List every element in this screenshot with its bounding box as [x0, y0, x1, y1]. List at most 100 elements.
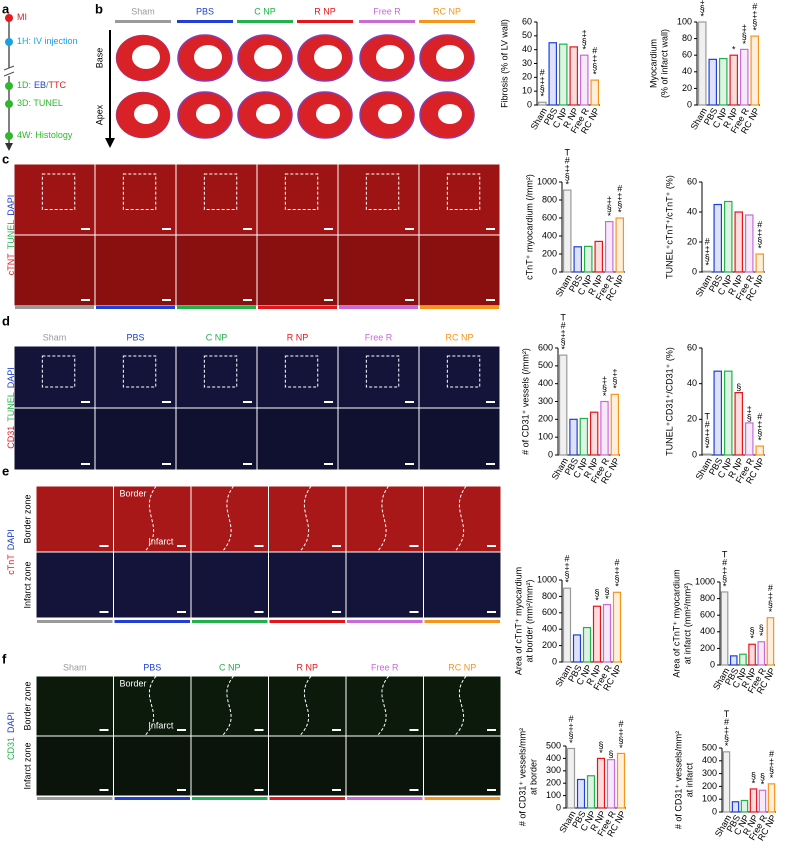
y-tick-label: 300	[702, 768, 717, 778]
zoom-box	[41, 355, 76, 388]
micrograph	[338, 346, 419, 408]
significance-mark: #	[722, 557, 727, 567]
bar	[739, 653, 747, 666]
group-label: Sham	[131, 6, 155, 16]
bar	[758, 789, 767, 813]
significance-mark: #	[705, 419, 710, 429]
micrograph	[176, 346, 257, 408]
group-bar	[424, 620, 500, 623]
micrograph	[14, 408, 95, 470]
y-tick-label: 0	[712, 806, 717, 816]
significance-mark: #	[592, 45, 597, 55]
significance-mark: ‡	[768, 591, 773, 601]
bar	[579, 417, 589, 456]
stain-label: CD31 DAPI	[6, 712, 16, 760]
significance-mark: #	[565, 155, 570, 165]
micrograph	[419, 164, 500, 235]
significance-mark: §	[564, 570, 569, 580]
significance-mark: ‡	[564, 562, 569, 572]
group-label: RC NP	[433, 6, 461, 16]
heart-lumen	[196, 104, 220, 124]
significance-mark: *	[752, 778, 756, 788]
zoom-box	[446, 355, 481, 388]
bar	[702, 453, 712, 456]
micrograph	[424, 736, 501, 796]
significance-mark: *	[593, 69, 597, 79]
significance-mark: §	[768, 599, 773, 609]
stain-label: cTNT TUNEL DAPI	[6, 195, 16, 276]
y-tick-label: 20	[687, 236, 697, 246]
stain-text: TUNEL	[6, 220, 16, 250]
y-axis-label: TUNEL⁺cTnT⁺/cTnT⁺ (%)	[664, 175, 674, 279]
y-tick-label: 100	[546, 790, 561, 800]
y-tick-label: 400	[700, 626, 715, 636]
micrograph	[36, 676, 113, 736]
y-axis-label: Area of cTnT⁺ myocardium	[513, 567, 523, 675]
y-tick-label: 0	[548, 449, 553, 459]
significance-mark: *	[540, 92, 544, 102]
y-tick-label: 20	[687, 414, 697, 424]
y-tick-label: 0	[527, 99, 532, 109]
timeline-text: EB	[34, 80, 46, 90]
bar	[606, 759, 616, 809]
micrograph	[338, 408, 419, 470]
bar	[589, 411, 599, 456]
significance-mark: ‡	[592, 53, 597, 63]
border-line	[376, 485, 390, 553]
significance-mark: *	[569, 738, 573, 748]
bar	[610, 393, 620, 456]
bar	[723, 200, 733, 273]
significance-mark: *	[595, 596, 599, 606]
micrograph	[338, 235, 419, 306]
group-bar	[424, 797, 500, 800]
bar	[582, 626, 592, 663]
bar	[586, 775, 596, 809]
y-tick-label: 0	[710, 659, 715, 669]
bar	[708, 58, 718, 106]
bar	[562, 587, 572, 663]
zoom-box	[284, 173, 319, 210]
significance-mark: *	[619, 743, 623, 753]
timeline-event: 3D: TUNEL	[17, 98, 63, 108]
significance-mark: *	[753, 25, 757, 35]
group-label: PBS	[143, 662, 161, 672]
group-bar	[347, 620, 423, 623]
timeline-dot	[5, 82, 13, 90]
panel-label: a	[2, 1, 10, 16]
y-tick-label: 200	[538, 414, 553, 424]
significance-mark: *	[705, 443, 709, 453]
y-tick-label: 0	[552, 656, 557, 666]
significance-mark: ‡	[617, 191, 622, 201]
y-axis-label: # of CD31⁺ vessels (/mm²)	[520, 348, 530, 455]
significance-mark: ‡	[582, 29, 587, 39]
micrograph	[269, 486, 346, 552]
zoom-box	[41, 173, 76, 210]
stain-text: DAPI	[6, 367, 16, 388]
micrograph	[419, 346, 500, 408]
y-tick-label: 600	[542, 212, 557, 222]
significance-mark: ‡	[561, 329, 566, 339]
significance-mark: ‡	[752, 9, 757, 19]
y-axis-label: # of CD31⁺ vessels/mm²	[673, 731, 683, 829]
stain-text: cTnT	[6, 554, 16, 575]
y-axis-label: at border (mm²/mm²)	[524, 579, 534, 662]
group-label: R NP	[314, 6, 336, 16]
group-bar	[297, 20, 353, 23]
micrograph	[191, 552, 268, 618]
bar	[739, 48, 749, 106]
micrograph	[269, 552, 346, 618]
heart-lumen	[134, 104, 158, 124]
significance-mark: ‡	[602, 375, 607, 385]
micrograph	[14, 346, 95, 408]
significance-mark: *	[732, 45, 736, 55]
heart-lumen	[256, 104, 280, 124]
stain-text: DAPI	[6, 712, 16, 733]
significance-mark: ‡	[614, 566, 619, 576]
y-tick-label: 1000	[695, 576, 715, 586]
significance-mark: #	[617, 183, 622, 193]
bar	[600, 400, 609, 456]
stain-label: cTnT DAPI	[6, 529, 16, 575]
y-tick-label: 20	[522, 72, 532, 82]
orientation-label: Apex	[94, 104, 104, 125]
